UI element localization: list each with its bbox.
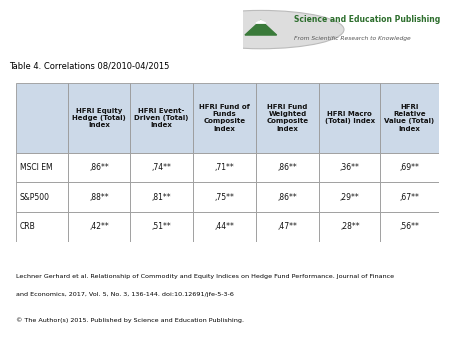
Bar [256, 153, 319, 183]
Text: © The Author(s) 2015. Published by Science and Education Publishing.: © The Author(s) 2015. Published by Scien… [16, 317, 244, 322]
Text: Science and Education Publishing: Science and Education Publishing [294, 15, 441, 24]
Bar [193, 153, 256, 183]
Bar [193, 83, 256, 153]
Bar [68, 183, 130, 212]
Text: Table 4. Correlations 08/2010-04/2015: Table 4. Correlations 08/2010-04/2015 [9, 62, 169, 70]
Text: HFRI Fund
Weighted
Composite
Index: HFRI Fund Weighted Composite Index [266, 104, 309, 131]
Text: ,71**: ,71** [215, 163, 234, 172]
Bar [319, 183, 380, 212]
Bar [130, 153, 193, 183]
Bar [68, 83, 130, 153]
Bar [68, 153, 130, 183]
Text: ,81**: ,81** [152, 193, 171, 202]
Text: HFRI Fund of
Funds
Composite
Index: HFRI Fund of Funds Composite Index [199, 104, 250, 131]
Text: ,56**: ,56** [400, 222, 419, 231]
Text: HFRI Event-
Driven (Total)
Index: HFRI Event- Driven (Total) Index [135, 107, 189, 128]
Circle shape [178, 10, 344, 49]
Text: ,69**: ,69** [400, 163, 419, 172]
Text: ,29**: ,29** [340, 193, 360, 202]
Text: ,47**: ,47** [278, 222, 297, 231]
Text: ,86**: ,86** [90, 163, 109, 172]
Text: HFRI
Relative
Value (Total)
Index: HFRI Relative Value (Total) Index [384, 104, 435, 131]
Bar [130, 212, 193, 242]
Text: MSCI EM: MSCI EM [20, 163, 53, 172]
Bar [380, 183, 439, 212]
Text: ,42**: ,42** [90, 222, 109, 231]
Text: ,36**: ,36** [340, 163, 360, 172]
Bar [319, 153, 380, 183]
Text: S&P500: S&P500 [20, 193, 50, 202]
Text: CRB: CRB [20, 222, 36, 231]
Text: From Scientific Research to Knowledge: From Scientific Research to Knowledge [294, 36, 411, 41]
Bar [380, 153, 439, 183]
Text: ,74**: ,74** [152, 163, 171, 172]
Bar [16, 83, 68, 153]
Text: HFRI Macro
(Total) Index: HFRI Macro (Total) Index [325, 111, 375, 124]
Bar [380, 212, 439, 242]
Bar [68, 212, 130, 242]
Bar [193, 212, 256, 242]
Bar [256, 83, 319, 153]
Bar [319, 212, 380, 242]
Text: ,75**: ,75** [215, 193, 234, 202]
Text: Lechner Gerhard et al. Relationship of Commodity and Equity Indices on Hedge Fun: Lechner Gerhard et al. Relationship of C… [16, 274, 394, 279]
Text: HFRI Equity
Hedge (Total)
Index: HFRI Equity Hedge (Total) Index [72, 107, 126, 128]
Bar [380, 83, 439, 153]
Text: ,28**: ,28** [340, 222, 360, 231]
Bar [16, 153, 68, 183]
Text: and Economics, 2017, Vol. 5, No. 3, 136-144. doi:10.12691/jfe-5-3-6: and Economics, 2017, Vol. 5, No. 3, 136-… [16, 292, 234, 297]
Text: ,44**: ,44** [215, 222, 234, 231]
Text: ,86**: ,86** [278, 193, 297, 202]
Bar [130, 83, 193, 153]
Bar [16, 212, 68, 242]
Bar [130, 183, 193, 212]
Bar [193, 183, 256, 212]
Text: ,88**: ,88** [90, 193, 109, 202]
Polygon shape [245, 21, 277, 35]
Text: ,86**: ,86** [278, 163, 297, 172]
Bar [256, 183, 319, 212]
Bar [256, 212, 319, 242]
Text: ,67**: ,67** [400, 193, 419, 202]
Text: ,51**: ,51** [152, 222, 171, 231]
Bar [16, 183, 68, 212]
Bar [319, 83, 380, 153]
Polygon shape [256, 21, 266, 23]
